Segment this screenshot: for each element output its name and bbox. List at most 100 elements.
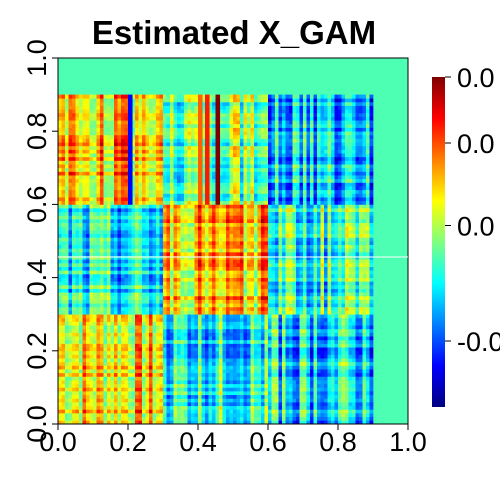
heatmap-cell	[222, 413, 227, 418]
heatmap-cell	[107, 336, 111, 341]
heatmap-cell	[219, 292, 223, 297]
heatmap-cell	[306, 336, 311, 341]
heatmap-cell	[61, 288, 66, 293]
heatmap-cell	[310, 284, 314, 289]
heatmap-cell	[121, 215, 125, 220]
heatmap-cell	[180, 347, 185, 352]
heatmap-cell	[198, 358, 202, 363]
heatmap-cell	[128, 241, 132, 246]
heatmap-cell	[152, 325, 157, 330]
heatmap-cell	[79, 347, 83, 352]
heatmap-cell	[317, 241, 321, 246]
heatmap-cell	[341, 383, 346, 388]
heatmap-cell	[173, 259, 178, 264]
heatmap-cell	[93, 219, 97, 224]
heatmap-cell	[166, 281, 171, 286]
heatmap-cell	[173, 270, 178, 275]
heatmap-cell	[271, 241, 276, 246]
heatmap-cell	[86, 262, 90, 267]
heatmap-cell	[180, 332, 185, 337]
heatmap-cell	[187, 321, 192, 326]
heatmap-cell	[257, 361, 262, 366]
heatmap-cell	[114, 233, 118, 238]
heatmap-cell	[138, 347, 143, 352]
heatmap-cell	[310, 211, 314, 216]
heatmap-cell	[208, 266, 213, 271]
heatmap-cell	[100, 409, 104, 414]
heatmap-cell	[271, 413, 276, 418]
heatmap-cell	[236, 230, 241, 235]
heatmap-cell	[152, 219, 157, 224]
heatmap-cell	[268, 402, 272, 407]
heatmap-cell	[58, 376, 62, 381]
heatmap-cell	[324, 325, 328, 330]
heatmap-cell	[110, 219, 115, 224]
heatmap-cell	[282, 211, 286, 216]
heatmap-cell	[128, 262, 132, 267]
heatmap-cell	[229, 354, 234, 359]
heatmap-cell	[61, 241, 66, 246]
heatmap-cell	[201, 409, 206, 414]
heatmap-cell	[163, 365, 167, 370]
heatmap-cell	[163, 369, 167, 374]
heatmap-cell	[208, 347, 213, 352]
heatmap-cell	[173, 255, 178, 260]
heatmap-cell	[82, 383, 87, 388]
heatmap-cell	[278, 204, 283, 209]
heatmap-cell	[149, 295, 153, 300]
heatmap-cell	[359, 413, 363, 418]
heatmap-cell	[103, 416, 108, 421]
heatmap-cell	[313, 273, 318, 278]
heatmap-cell	[68, 281, 73, 286]
heatmap-cell	[303, 372, 307, 377]
heatmap-cell	[86, 219, 90, 224]
heatmap-cell	[264, 420, 269, 425]
heatmap-cell	[226, 306, 230, 311]
heatmap-cell	[236, 325, 241, 330]
heatmap-cell	[177, 325, 181, 330]
heatmap-cell	[68, 204, 73, 209]
heatmap-cell	[261, 369, 265, 374]
heatmap-cell	[173, 325, 178, 330]
heatmap-cell	[369, 402, 374, 407]
heatmap-cell	[170, 255, 174, 260]
heatmap-cell	[145, 219, 150, 224]
heatmap-cell	[205, 255, 209, 260]
heatmap-cell	[278, 350, 283, 355]
heatmap-cell	[194, 402, 199, 407]
heatmap-cell	[275, 387, 279, 392]
heatmap-cell	[184, 365, 188, 370]
heatmap-cell	[68, 306, 73, 311]
heatmap-cell	[233, 391, 237, 396]
heatmap-cell	[114, 262, 118, 267]
heatmap-cell	[271, 365, 276, 370]
heatmap-cell	[89, 303, 94, 308]
heatmap-cell	[187, 317, 192, 322]
heatmap-cell	[89, 391, 94, 396]
heatmap-cell	[107, 211, 111, 216]
heatmap-cell	[170, 233, 174, 238]
heatmap-cell	[79, 314, 83, 319]
heatmap-cell	[327, 339, 332, 344]
heatmap-cell	[58, 251, 62, 256]
heatmap-cell	[359, 343, 363, 348]
heatmap-cell	[205, 295, 209, 300]
heatmap-cell	[180, 365, 185, 370]
heatmap-cell	[163, 233, 167, 238]
heatmap-cell	[271, 277, 276, 282]
heatmap-cell	[215, 266, 220, 271]
heatmap-cell	[114, 391, 118, 396]
heatmap-cell	[75, 219, 80, 224]
heatmap-cell	[345, 328, 349, 333]
heatmap-cell	[310, 413, 314, 418]
heatmap-cell	[68, 208, 73, 213]
heatmap-cell	[194, 416, 199, 421]
heatmap-cell	[236, 299, 241, 304]
heatmap-cell	[61, 306, 66, 311]
heatmap-cell	[159, 292, 164, 297]
heatmap-cell	[72, 255, 76, 260]
heatmap-cell	[282, 303, 286, 308]
heatmap-cell	[166, 222, 171, 227]
heatmap-cell	[222, 361, 227, 366]
heatmap-cell	[324, 255, 328, 260]
